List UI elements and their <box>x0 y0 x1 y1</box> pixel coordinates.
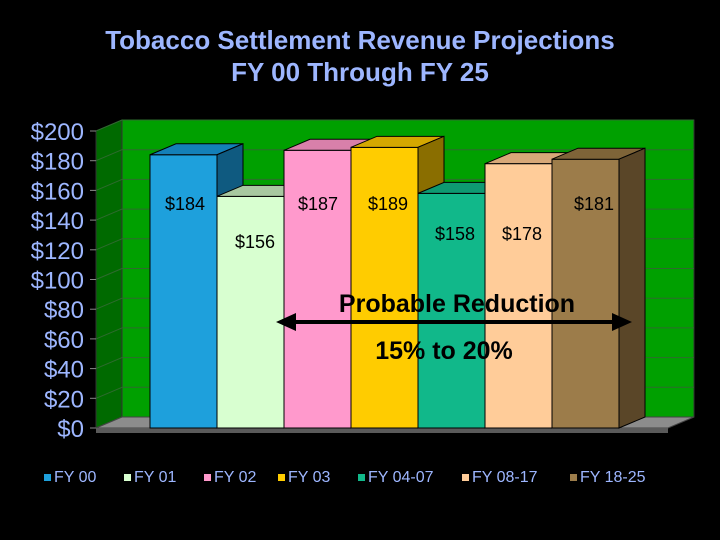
legend-swatch <box>462 474 469 481</box>
data-label: $181 <box>574 194 614 214</box>
data-label: $189 <box>368 194 408 214</box>
legend-entry: FY 02 <box>214 469 257 486</box>
y-tick-label: $180 <box>31 149 84 176</box>
y-tick-label: $200 <box>31 119 84 146</box>
legend-entry: FY 00 <box>54 469 97 486</box>
legend-swatch <box>124 474 131 481</box>
data-label: $184 <box>165 194 205 214</box>
gridline-side <box>95 238 123 251</box>
legend-entry: FY 04-07 <box>368 469 434 486</box>
data-label: $156 <box>235 232 275 252</box>
gridline-side <box>95 386 123 399</box>
legend-swatch <box>570 474 577 481</box>
y-tick-label: $160 <box>31 178 84 205</box>
legend-entry: FY 18-25 <box>580 469 646 486</box>
chart-title-line-1: Tobacco Settlement Revenue Projections <box>105 25 615 55</box>
legend-swatch <box>278 474 285 481</box>
y-tick-label: $140 <box>31 208 84 235</box>
gridline-side <box>95 178 123 191</box>
y-tick-label: $80 <box>44 297 84 324</box>
bar <box>417 192 486 429</box>
gridline-side <box>95 208 123 221</box>
legend-entry: FY 01 <box>134 469 177 486</box>
bar-side <box>618 147 646 429</box>
legend-swatch <box>204 474 211 481</box>
plot-floor-edge <box>96 428 668 433</box>
arrow-head-left-icon <box>276 313 296 331</box>
y-tick-label: $120 <box>31 238 84 265</box>
legend-swatch <box>44 474 51 481</box>
data-label: $158 <box>435 224 475 244</box>
y-tick-label: $60 <box>44 327 84 354</box>
y-tick-label: $100 <box>31 268 84 295</box>
bar <box>350 146 419 429</box>
y-tick-label: $0 <box>57 416 84 443</box>
chart-title: Tobacco Settlement Revenue Projections F… <box>0 24 720 88</box>
legend-swatch <box>358 474 365 481</box>
gridline-side <box>95 149 123 162</box>
annotation-probable-reduction: Probable Reduction <box>339 290 575 318</box>
chart-title-line-2: FY 00 Through FY 25 <box>231 57 489 87</box>
legend-entry: FY 08-17 <box>472 469 538 486</box>
legend-entry: FY 03 <box>288 469 331 486</box>
bar <box>551 158 620 429</box>
gridline-side <box>95 357 123 370</box>
gridline-side <box>95 327 123 340</box>
data-label: $178 <box>502 224 542 244</box>
annotation-reduction-range: 15% to 20% <box>375 337 513 365</box>
gridline-side <box>95 119 123 132</box>
gridline-side <box>95 268 123 280</box>
gridline-side <box>95 297 123 310</box>
y-tick-label: $40 <box>44 357 84 384</box>
y-tick-label: $20 <box>44 386 84 413</box>
data-label: $187 <box>298 194 338 214</box>
arrow-head-right-icon <box>612 313 632 331</box>
